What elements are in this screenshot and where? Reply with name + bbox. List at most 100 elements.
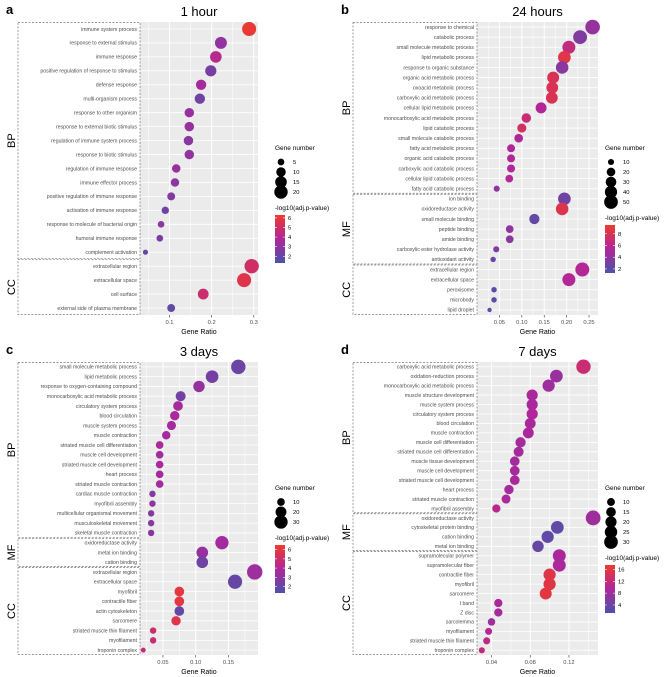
size-legend-key (607, 498, 615, 506)
term-label: amide binding (442, 237, 474, 243)
term-label: muscle contraction (431, 431, 474, 437)
data-point (575, 262, 590, 277)
term-label: organic acid catabolic process (405, 156, 475, 162)
group-box (17, 22, 141, 260)
term-label: blood circulation (100, 414, 138, 420)
color-legend-label: 2 (618, 267, 621, 273)
group-box (352, 22, 478, 194)
term-label: response to chemical (425, 25, 474, 31)
term-label: peroxisome (447, 288, 474, 294)
x-tick-label: 0.3 (250, 320, 258, 326)
term-label: monocarboxylic acid metabolic process (47, 394, 138, 400)
group-label: CC (341, 595, 353, 611)
data-point (227, 574, 243, 589)
term-label: oxidoreductase activity (422, 207, 475, 213)
data-point (195, 79, 207, 90)
term-label: small molecule metabolic process (59, 365, 137, 371)
panel-title: 3 days (180, 344, 219, 359)
term-label: extracellular region (93, 570, 137, 576)
data-point (173, 401, 183, 411)
term-label: muscle contraction (94, 433, 137, 439)
term-label: catabolic process (434, 35, 474, 41)
term-label: cation binding (442, 535, 474, 541)
term-label: circulatory system process (76, 404, 138, 410)
data-point (505, 235, 514, 244)
color-bar (605, 225, 615, 273)
data-point (521, 113, 532, 123)
size-legend: Gene number 5 10 15 20 (274, 145, 316, 199)
data-point (504, 484, 514, 495)
term-label: I band (460, 601, 475, 607)
group-label: CC (6, 603, 18, 619)
color-legend-label: 6 (288, 216, 291, 222)
term-label: response to oxygen-containing compound (41, 384, 137, 390)
data-point (513, 446, 524, 457)
x-axis-label: Gene Ratio (181, 329, 217, 336)
term-label: positive regulation of response to stimu… (40, 69, 137, 75)
term-label: carboxylic ester hydrolase activity (397, 247, 475, 253)
term-label: positive regulation of immune response (47, 194, 137, 200)
data-point (149, 500, 156, 507)
term-label: extracellular space (431, 277, 474, 283)
data-point (535, 102, 547, 114)
term-label: antioxidant activity (432, 257, 475, 263)
data-point (170, 411, 180, 421)
x-tick-label: 0.10 (190, 660, 201, 666)
group-label: BP (6, 133, 18, 148)
panel-title: 7 days (518, 344, 557, 359)
term-label: ion binding (449, 197, 474, 203)
group-label: BP (6, 443, 18, 458)
term-label: heart process (106, 472, 138, 478)
data-point (558, 192, 571, 206)
term-label: cell surface (111, 292, 137, 298)
term-label: immune system process (81, 27, 137, 33)
data-point (156, 234, 164, 242)
term-label: striated muscle cell development (399, 478, 475, 484)
data-point (155, 470, 164, 479)
term-label: striated muscle contraction (75, 482, 137, 488)
panel-a: a 1 hour immune system process response to … (6, 2, 329, 336)
term-label: troponin complex (434, 648, 474, 654)
term-label: defense response (96, 83, 137, 89)
size-legend-key (604, 535, 618, 549)
data-point (555, 61, 569, 74)
term-label: contractile fiber (102, 599, 137, 605)
term-label: muscle tissue development (411, 459, 474, 465)
data-point (175, 391, 186, 402)
size-legend-label: 10 (293, 170, 299, 176)
x-tick-label: 0.05 (494, 320, 505, 326)
term-label: circulatory system process (413, 412, 475, 418)
term-label: muscle system process (83, 423, 137, 429)
data-point (509, 475, 520, 485)
size-legend-label: 20 (293, 510, 299, 516)
data-point (162, 431, 171, 440)
color-legend-label: 4 (618, 603, 622, 609)
size-legend-label: 10 (623, 160, 629, 166)
term-label: immune effector process (80, 180, 137, 186)
data-point (193, 380, 205, 393)
term-label: regulation of immune system process (51, 138, 137, 144)
group-box (352, 551, 478, 655)
color-legend-label: 5 (288, 225, 291, 231)
color-bar (605, 565, 615, 613)
term-label: striated muscle cell differentiation (60, 443, 137, 449)
data-point (171, 616, 181, 626)
group-box (17, 567, 141, 655)
group-label: MF (341, 524, 353, 540)
data-point (543, 568, 556, 581)
term-label: external side of plasma membrane (57, 306, 137, 312)
size-legend-label: 20 (623, 520, 629, 526)
data-point (149, 490, 156, 498)
term-label: lipid metabolic process (85, 374, 138, 380)
group-label: BP (341, 430, 353, 445)
data-point (196, 556, 209, 569)
data-point (507, 154, 516, 163)
data-point (197, 288, 209, 300)
size-legend: Gene number 10 15 20 25 30 (604, 485, 646, 549)
panel-letter: a (6, 2, 14, 17)
x-tick-label: 0.15 (223, 660, 234, 666)
color-legend-title: -log10(adj.p-value) (605, 215, 659, 222)
size-legend: Gene number 10 20 30 40 50 (604, 145, 646, 209)
term-label: immune response (96, 55, 137, 61)
size-legend-key (606, 167, 616, 177)
